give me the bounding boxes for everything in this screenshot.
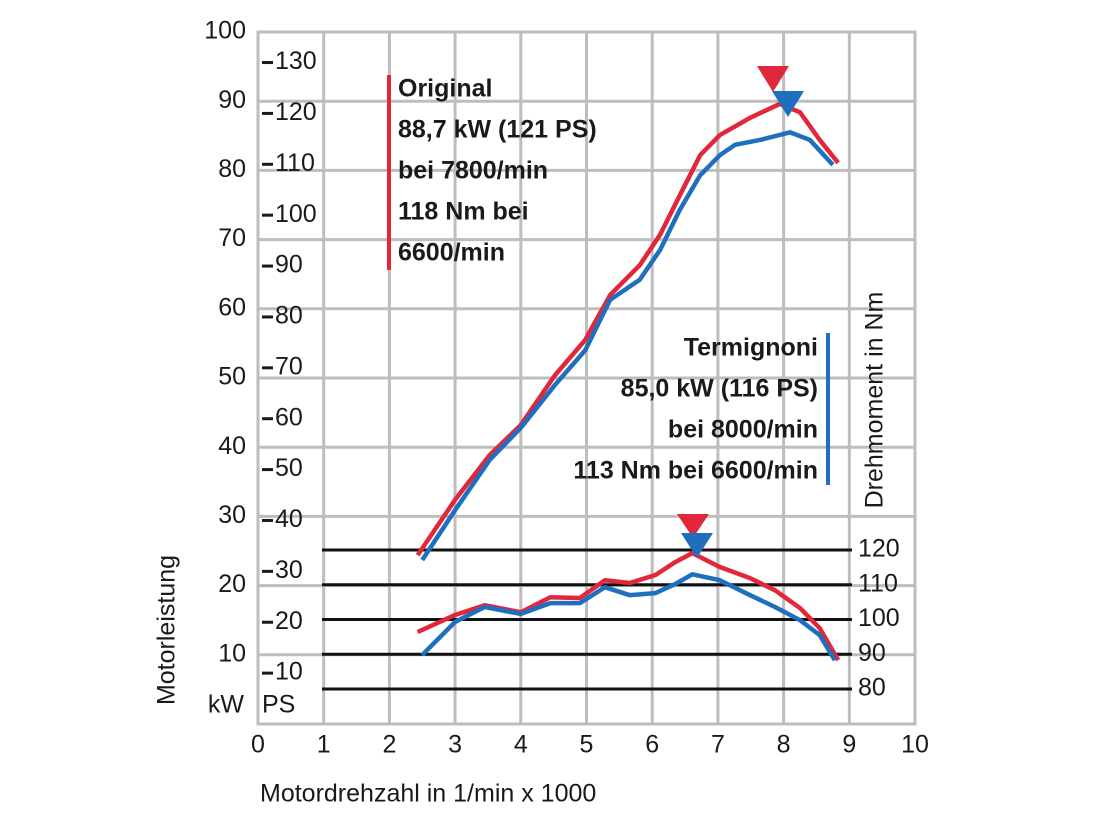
y2-tick-label: 30 — [275, 556, 303, 584]
annotation-text: 88,7 kW (121 PS) — [398, 116, 597, 144]
y3-axis-title: Drehmoment in Nm — [861, 292, 889, 509]
y-unit: kW — [208, 691, 245, 719]
x-tick-label: 7 — [711, 731, 725, 759]
y-tick-label: 90 — [218, 86, 246, 114]
y2-tick-label: 50 — [275, 454, 303, 482]
y2-tick-label: 130 — [275, 47, 317, 75]
y2-tick-label: 90 — [275, 251, 303, 279]
x-tick-label: 1 — [317, 731, 331, 759]
annotation-text: 113 Nm bei 6600/min — [573, 457, 818, 485]
annotation-text: Termignoni — [684, 334, 818, 362]
y-tick-label: 20 — [218, 570, 246, 598]
y3-tick-label: 80 — [858, 674, 886, 702]
y2-tick-label: 10 — [275, 658, 303, 686]
y2-tick-label: 40 — [275, 505, 303, 533]
y-tick-label: 10 — [218, 639, 246, 667]
x-tick-label: 2 — [382, 731, 396, 759]
y-axis-title: Motorleistung — [153, 555, 181, 705]
y-tick-label: 60 — [218, 293, 246, 321]
annotation-text: bei 7800/min — [398, 157, 548, 185]
x-tick-label: 8 — [777, 731, 791, 759]
annotation-text: bei 8000/min — [668, 416, 818, 444]
y2-tick-label: 100 — [275, 200, 317, 228]
series-line — [420, 572, 837, 662]
x-tick-label: 5 — [580, 731, 594, 759]
y2-tick-label: 70 — [275, 352, 303, 380]
annotation-text: Original — [398, 75, 492, 103]
y3-tick-label: 100 — [858, 604, 900, 632]
peak-marker — [772, 91, 804, 117]
peak-marker — [677, 514, 709, 538]
y-tick-label: 80 — [218, 155, 246, 183]
annotation-text: 6600/min — [398, 239, 505, 267]
y3-tick-label: 120 — [858, 535, 900, 563]
annotation-text: 118 Nm bei — [398, 198, 529, 226]
y2-unit: PS — [262, 691, 295, 719]
y2-tick-label: 20 — [275, 607, 303, 635]
peak-marker — [681, 533, 713, 558]
y-tick-label: 40 — [218, 432, 246, 460]
y3-tick-label: 90 — [858, 639, 886, 667]
x-axis-title: Motordrehzahl in 1/min x 1000 — [260, 780, 596, 808]
annotation-text: 85,0 kW (116 PS) — [621, 375, 818, 403]
x-tick-label: 6 — [645, 731, 659, 759]
series-line — [420, 130, 835, 562]
y2-tick-label: 120 — [275, 98, 317, 126]
y3-tick-label: 110 — [858, 569, 898, 597]
peak-marker — [757, 66, 789, 92]
x-tick-label: 3 — [448, 731, 462, 759]
x-tick-label: 10 — [901, 731, 929, 759]
x-tick-label: 9 — [842, 731, 856, 759]
y2-tick-label: 80 — [275, 302, 303, 330]
x-tick-label: 4 — [514, 731, 528, 759]
y2-tick-label: 110 — [275, 149, 315, 177]
y-tick-label: 50 — [218, 363, 246, 391]
y-tick-label: 100 — [204, 17, 246, 45]
y-tick-label: 30 — [218, 501, 246, 529]
x-tick-label: 0 — [251, 731, 265, 759]
y2-tick-label: 60 — [275, 403, 303, 431]
y-tick-label: 70 — [218, 224, 246, 252]
